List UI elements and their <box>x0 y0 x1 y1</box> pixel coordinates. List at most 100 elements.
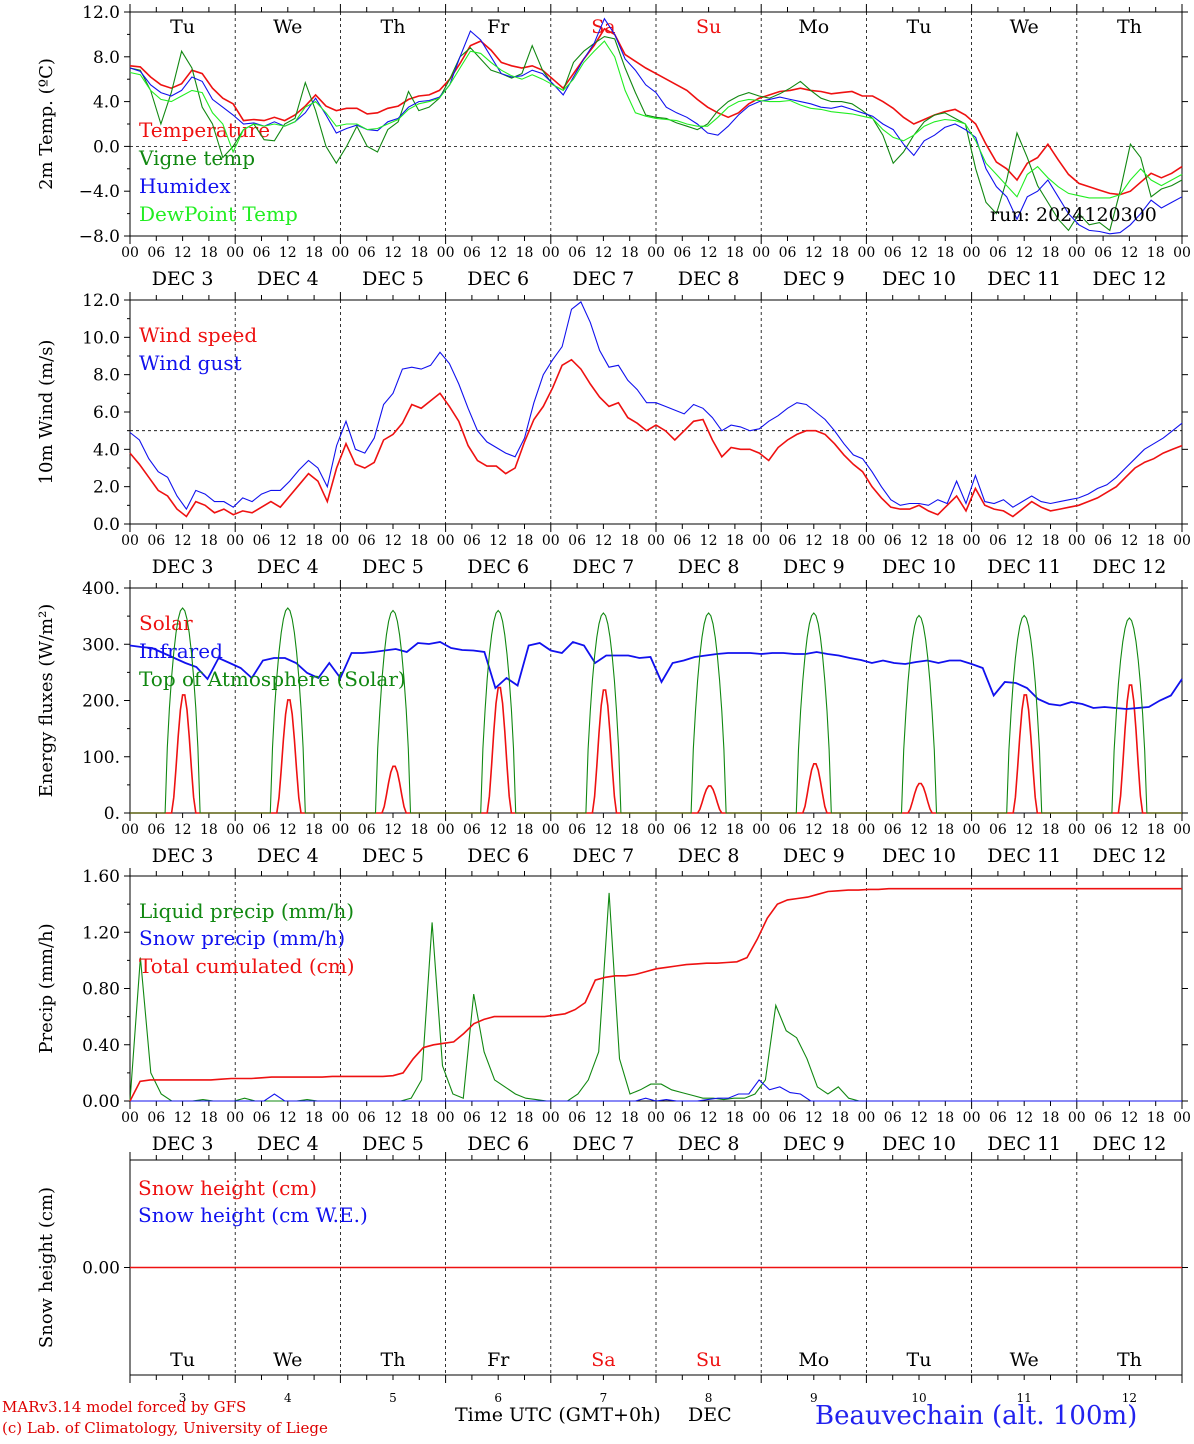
y-tick-label: 1.60 <box>82 867 120 887</box>
x-hour-label: 00 <box>1068 533 1086 549</box>
y-tick-label: 0.80 <box>82 980 120 1000</box>
x-hour-label: 00 <box>437 1110 455 1126</box>
x-axis-month: DEC <box>688 1404 732 1426</box>
x-hour-label: 00 <box>857 533 875 549</box>
x-hour-label: 06 <box>673 822 691 838</box>
x-hour-label: 06 <box>358 1110 376 1126</box>
x-hour-label: 00 <box>647 245 665 261</box>
legend-entry: Liquid precip (mm/h) <box>139 899 354 923</box>
x-hour-label: 00 <box>437 822 455 838</box>
x-date-label: DEC 3 <box>152 1133 214 1155</box>
x-hour-label: 06 <box>1094 533 1112 549</box>
weekday-label: Tu <box>907 16 932 38</box>
y-tick-label: 2.0 <box>93 478 120 498</box>
x-hour-label: 18 <box>516 245 534 261</box>
series-line-humidex <box>129 17 1183 235</box>
x-hour-label: 18 <box>410 1110 428 1126</box>
x-hour-label: 00 <box>331 822 349 838</box>
x-hour-label: 00 <box>1173 822 1191 838</box>
x-hour-label: 12 <box>594 822 612 838</box>
y-tick-label: 12.0 <box>82 3 120 23</box>
series-line-vigne-temp <box>129 36 1183 232</box>
x-hour-label: 18 <box>200 822 218 838</box>
legend-entry: Solar <box>139 611 193 635</box>
x-date-label: DEC 8 <box>678 556 740 578</box>
x-hour-label: 00 <box>1173 245 1191 261</box>
x-hour-label: 06 <box>884 1110 902 1126</box>
day-number-label: 12 <box>1122 1391 1137 1405</box>
series-line-snow-precip-mm-h- <box>130 1079 1182 1102</box>
x-hour-label: 12 <box>384 822 402 838</box>
x-hour-label: 00 <box>121 245 139 261</box>
x-hour-label: 12 <box>279 1110 297 1126</box>
x-hour-label: 06 <box>673 245 691 261</box>
x-date-label: DEC 12 <box>1092 268 1166 290</box>
x-hour-label: 00 <box>963 245 981 261</box>
y-tick-label: 200. <box>82 692 120 712</box>
legend-entry: Infrared <box>139 639 223 663</box>
x-hour-label: 12 <box>174 245 192 261</box>
x-hour-label: 06 <box>884 245 902 261</box>
day-number-label: 6 <box>494 1391 502 1405</box>
x-hour-label: 00 <box>647 1110 665 1126</box>
day-number-label: 8 <box>705 1391 713 1405</box>
x-hour-label: 12 <box>805 822 823 838</box>
x-hour-label: 06 <box>358 822 376 838</box>
x-hour-label: 00 <box>857 245 875 261</box>
legend-entry: Snow precip (mm/h) <box>139 926 345 950</box>
x-hour-label: 00 <box>121 533 139 549</box>
x-hour-label: 12 <box>1015 533 1033 549</box>
x-hour-label: 18 <box>516 533 534 549</box>
x-hour-label: 12 <box>489 533 507 549</box>
x-date-label: DEC 6 <box>467 268 529 290</box>
x-date-label: DEC 4 <box>257 556 319 578</box>
x-hour-label: 12 <box>910 533 928 549</box>
weekday-label: Sa <box>591 16 615 38</box>
x-hour-label: 00 <box>752 533 770 549</box>
x-hour-label: 06 <box>568 245 586 261</box>
x-hour-label: 18 <box>410 533 428 549</box>
y-axis-label: 10m Wind (m/s) <box>36 340 57 485</box>
x-date-label: DEC 11 <box>987 556 1061 578</box>
legend-entry: Total cumulated (cm) <box>139 954 355 978</box>
x-date-label: DEC 9 <box>783 268 845 290</box>
y-axis-label: Energy fluxes (W/m²) <box>36 604 57 798</box>
x-date-label: DEC 3 <box>152 845 214 867</box>
x-hour-label: 18 <box>621 1110 639 1126</box>
x-hour-label: 12 <box>174 533 192 549</box>
x-date-label: DEC 11 <box>987 845 1061 867</box>
x-date-label: DEC 6 <box>467 1133 529 1155</box>
x-hour-label: 06 <box>779 822 797 838</box>
x-hour-label: 00 <box>963 533 981 549</box>
weekday-label: Mo <box>798 16 829 38</box>
weekday-label: Th <box>1117 16 1142 38</box>
x-hour-label: 06 <box>673 533 691 549</box>
x-hour-label: 12 <box>594 533 612 549</box>
x-date-label: DEC 9 <box>783 1133 845 1155</box>
x-hour-label: 18 <box>1147 245 1165 261</box>
x-hour-label: 06 <box>568 1110 586 1126</box>
x-date-label: DEC 11 <box>987 1133 1061 1155</box>
x-hour-label: 06 <box>463 1110 481 1126</box>
x-hour-label: 18 <box>621 822 639 838</box>
x-hour-label: 06 <box>253 533 271 549</box>
x-hour-label: 18 <box>831 1110 849 1126</box>
x-date-label: DEC 4 <box>257 1133 319 1155</box>
y-tick-label: 0.0 <box>93 137 120 157</box>
x-hour-label: 18 <box>1042 1110 1060 1126</box>
x-hour-label: 06 <box>779 245 797 261</box>
x-hour-label: 12 <box>489 1110 507 1126</box>
panel-2: 12.0 10.0 8.0 6.0 4.0 2.0 0.0 10m Wind (m/s) 00 0… <box>36 291 1191 578</box>
weekday-label: Fr <box>487 1349 510 1371</box>
series-line-wind-gust <box>129 301 1183 511</box>
x-hour-label: 06 <box>1094 245 1112 261</box>
x-date-label: DEC 4 <box>257 845 319 867</box>
x-date-label: DEC 7 <box>573 1133 635 1155</box>
weekday-label: Mo <box>798 1349 829 1371</box>
x-hour-label: 00 <box>542 533 560 549</box>
x-hour-label: 18 <box>1147 822 1165 838</box>
y-tick-label: 400. <box>82 579 120 599</box>
x-hour-label: 06 <box>673 1110 691 1126</box>
x-date-label: DEC 7 <box>573 556 635 578</box>
x-hour-label: 12 <box>279 533 297 549</box>
